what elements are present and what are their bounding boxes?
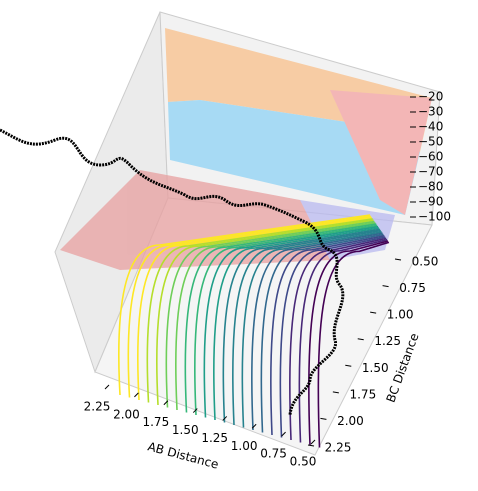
x-tick-label: 1.25 <box>201 431 228 445</box>
contours <box>118 214 390 448</box>
y-tick-label: 0.75 <box>399 281 426 295</box>
contour-line <box>194 224 378 416</box>
contour-line <box>184 223 377 413</box>
y-tick-label: 2.00 <box>337 414 364 428</box>
x-tick <box>134 392 139 398</box>
contour-line <box>165 220 375 408</box>
contour-line <box>222 228 381 423</box>
y-tick-label: 1.25 <box>374 334 401 348</box>
contour-line <box>270 235 385 436</box>
x-tick <box>222 416 228 421</box>
trajectory <box>0 128 345 416</box>
z-tick-label: −40 <box>418 120 443 134</box>
contour-line <box>308 240 389 446</box>
z-tick-label: −20 <box>418 90 443 104</box>
y-tick <box>345 364 352 367</box>
y-tick-label: 1.75 <box>349 387 376 401</box>
y-tick <box>357 338 364 341</box>
x-tick-label: 2.25 <box>84 400 111 414</box>
contour-line <box>175 222 376 411</box>
z-tick-label: −100 <box>418 210 451 224</box>
z-tick-label: −50 <box>418 135 443 149</box>
x-tick <box>163 400 169 406</box>
z-tick-label: −70 <box>418 165 443 179</box>
y-tick <box>320 417 327 420</box>
z-tick-label: −90 <box>418 195 443 209</box>
contour-line <box>213 227 380 421</box>
contour-line <box>241 231 382 428</box>
x-tick-label: 2.00 <box>113 407 140 421</box>
contour-line <box>203 225 379 418</box>
z-tick-label: −80 <box>418 180 443 194</box>
x-tick <box>281 431 286 437</box>
contour-line <box>279 236 386 438</box>
contour-line <box>127 215 372 398</box>
contour-line <box>118 214 371 396</box>
contour-line <box>146 218 373 403</box>
x-tick-label: 0.50 <box>290 455 317 469</box>
y-tick <box>394 258 402 261</box>
contour-line <box>251 232 383 431</box>
x-tick-label: 1.50 <box>172 423 199 437</box>
contour-line <box>317 241 390 448</box>
y-tick <box>307 444 315 447</box>
z-tick-label: −30 <box>418 105 443 119</box>
y-tick-label: 1.50 <box>362 361 389 375</box>
x-tick <box>310 439 316 445</box>
y-tick <box>370 311 377 314</box>
y-tick-label: 0.50 <box>412 255 439 269</box>
y-tick-label: 2.25 <box>325 441 352 455</box>
x-tick <box>192 408 198 413</box>
contour-line <box>232 229 381 426</box>
z-tick-label: −60 <box>418 150 443 164</box>
x-tick <box>251 423 257 429</box>
contour-line <box>289 237 387 441</box>
contour-line <box>298 238 388 443</box>
contour-line <box>156 219 374 406</box>
contour-line <box>260 233 384 433</box>
contour-line <box>137 216 372 401</box>
x-tick-label: 1.00 <box>231 439 258 453</box>
x-tick-label: 0.75 <box>260 447 287 461</box>
x-tick-label: 1.75 <box>142 415 169 429</box>
y-tick <box>382 285 389 288</box>
y-tick-label: 1.00 <box>387 308 414 322</box>
x-tick <box>104 384 110 390</box>
y-tick <box>332 391 339 394</box>
